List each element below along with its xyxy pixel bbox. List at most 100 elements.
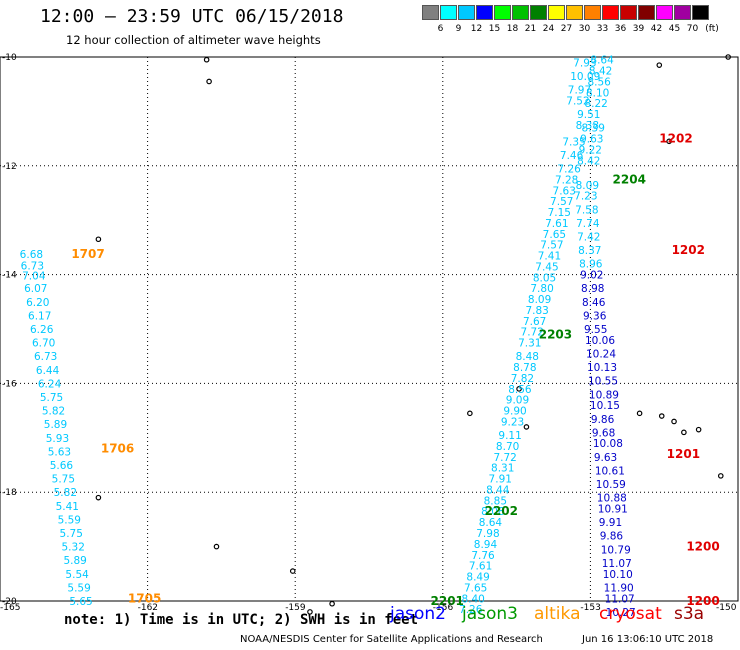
wave-height-value: 7.61: [545, 218, 568, 230]
wave-height-value: 10.06: [585, 335, 615, 347]
wave-height-value: 10.27: [606, 607, 636, 619]
pass-time-label: 2202: [485, 504, 518, 518]
wave-height-value: 6.73: [34, 351, 57, 363]
wave-height-value: 10.55: [588, 376, 618, 388]
wave-height-value: 7.82: [511, 373, 534, 385]
lat-tick-label: -10: [2, 53, 17, 63]
wave-height-value: 6.70: [32, 338, 55, 350]
wave-height-value: 7.61: [469, 561, 492, 573]
wave-height-value: 7.42: [577, 232, 600, 244]
wave-height-value: 5.41: [56, 501, 79, 513]
island-outline: [717, 473, 724, 479]
wave-height-value: 8.38: [576, 120, 599, 132]
wave-height-value: 7.04: [22, 271, 46, 283]
wave-height-value: 10.24: [586, 348, 616, 360]
lat-tick-label: -16: [2, 379, 17, 389]
wave-height-value: 10.10: [603, 569, 633, 581]
wave-height-value: 7.41: [538, 251, 561, 263]
wave-height-value: 7.58: [575, 204, 598, 216]
island-outline: [467, 410, 473, 417]
wave-height-value: 7.23: [574, 191, 597, 203]
wave-height-value: 8.09: [528, 294, 551, 306]
wave-height-value: 7.80: [530, 283, 553, 295]
map-frame: [0, 56, 739, 602]
axis-labels: -10 -12 -14 -16 -18 -20-165 -162 -159 -156 -153 -1…: [0, 53, 737, 613]
wave-height-value: 5.82: [54, 487, 77, 499]
mission-label: s3a: [674, 604, 705, 624]
wave-height-value: 8.10: [586, 87, 609, 99]
wave-height-value: 6.07: [24, 283, 47, 295]
wave-height-value: 10.09: [570, 71, 600, 83]
legend-swatch: [548, 5, 565, 20]
wave-height-value: 8.05: [533, 272, 556, 284]
island-outline: [523, 424, 530, 430]
wave-height-value: 5.63: [48, 446, 71, 458]
wave-height-value: 8.96: [579, 259, 603, 271]
wave-height-value: 6.24: [38, 378, 62, 390]
wave-height-value: 7.91: [489, 474, 512, 486]
wave-height-value: 5.66: [50, 460, 74, 472]
legend-label: 39: [632, 24, 645, 34]
wave-height-value: 8.39: [582, 123, 605, 135]
wave-height-value: 7.65: [543, 229, 566, 241]
island-outline: [213, 543, 220, 550]
legend-swatch: [530, 5, 547, 20]
wave-height-value: 5.93: [46, 433, 69, 445]
wave-height-value: 7.98: [476, 528, 499, 540]
wave-height-value: 7.65: [464, 582, 487, 594]
wave-height-value: 8.64: [590, 55, 614, 67]
wave-height-value: 9.86: [600, 531, 624, 543]
wave-height-value: 9.68: [592, 427, 615, 439]
legend-label: 45: [668, 24, 681, 34]
wave-height-value: 7.52: [566, 96, 589, 108]
lat-tick-label: -18: [2, 488, 17, 498]
wave-height-value: 9.23: [501, 416, 524, 428]
wave-height-value: 10.89: [589, 389, 619, 401]
satellite-tracks: 6.686.737.046.076.206.176.266.706.736.44…: [20, 55, 720, 619]
legend-label: 6: [437, 24, 444, 34]
legend-label: 42: [650, 24, 663, 34]
wave-height-value: 8.46: [582, 297, 606, 309]
lon-tick-label: -156: [433, 603, 454, 613]
island-outline: [695, 426, 702, 433]
wave-height-value: 8.31: [491, 463, 514, 475]
wave-height-value: 5.65: [69, 596, 92, 608]
legend-label: 70: [686, 24, 699, 34]
wave-height-value: 7.74: [576, 218, 600, 230]
wave-height-value: 10.13: [587, 362, 617, 374]
wave-height-value: 6.73: [21, 260, 44, 272]
legend-swatch: [692, 5, 709, 20]
wave-height-value: 8.56: [587, 76, 611, 88]
island-outline: [658, 413, 665, 419]
graticule: [0, 57, 738, 601]
wave-height-value: 7.57: [550, 196, 573, 208]
pass-time-label: 1707: [71, 247, 104, 261]
mission-label: jason3: [462, 604, 518, 624]
wave-height-value: 8.09: [576, 180, 599, 192]
wave-height-value: 10.08: [593, 438, 623, 450]
wave-height-value: 7.63: [553, 185, 576, 197]
island-outline: [725, 54, 731, 60]
wave-height-value: 6.44: [36, 365, 60, 377]
legend-label: 9: [455, 24, 462, 34]
wave-height-value: 11.07: [605, 593, 635, 605]
legend-label: 15: [488, 24, 501, 34]
wave-height-value: 7.72: [521, 327, 544, 339]
legend-swatch: [458, 5, 475, 20]
wave-height-value: 5.32: [62, 542, 85, 554]
wave-height-value: 5.75: [52, 474, 75, 486]
wave-height-value: 8.48: [516, 351, 539, 363]
wave-height-value: 9.02: [580, 270, 603, 282]
lon-tick-label: -150: [716, 603, 737, 613]
island-outline: [329, 600, 335, 607]
generated-timestamp: Jun 16 13:06:10 UTC 2018: [582, 634, 714, 645]
wave-height-value: 8.64: [479, 517, 503, 529]
wave-height-value: 6.17: [28, 310, 51, 322]
wave-height-value: 5.89: [44, 419, 67, 431]
wave-height-value: 8.37: [578, 245, 601, 257]
wave-height-value: 7.97: [568, 85, 591, 97]
wave-height-value: 7.35: [562, 136, 585, 148]
mission-label: cryosat: [599, 604, 662, 624]
island-outline: [203, 56, 210, 63]
legend-unit: (ft): [705, 24, 719, 34]
